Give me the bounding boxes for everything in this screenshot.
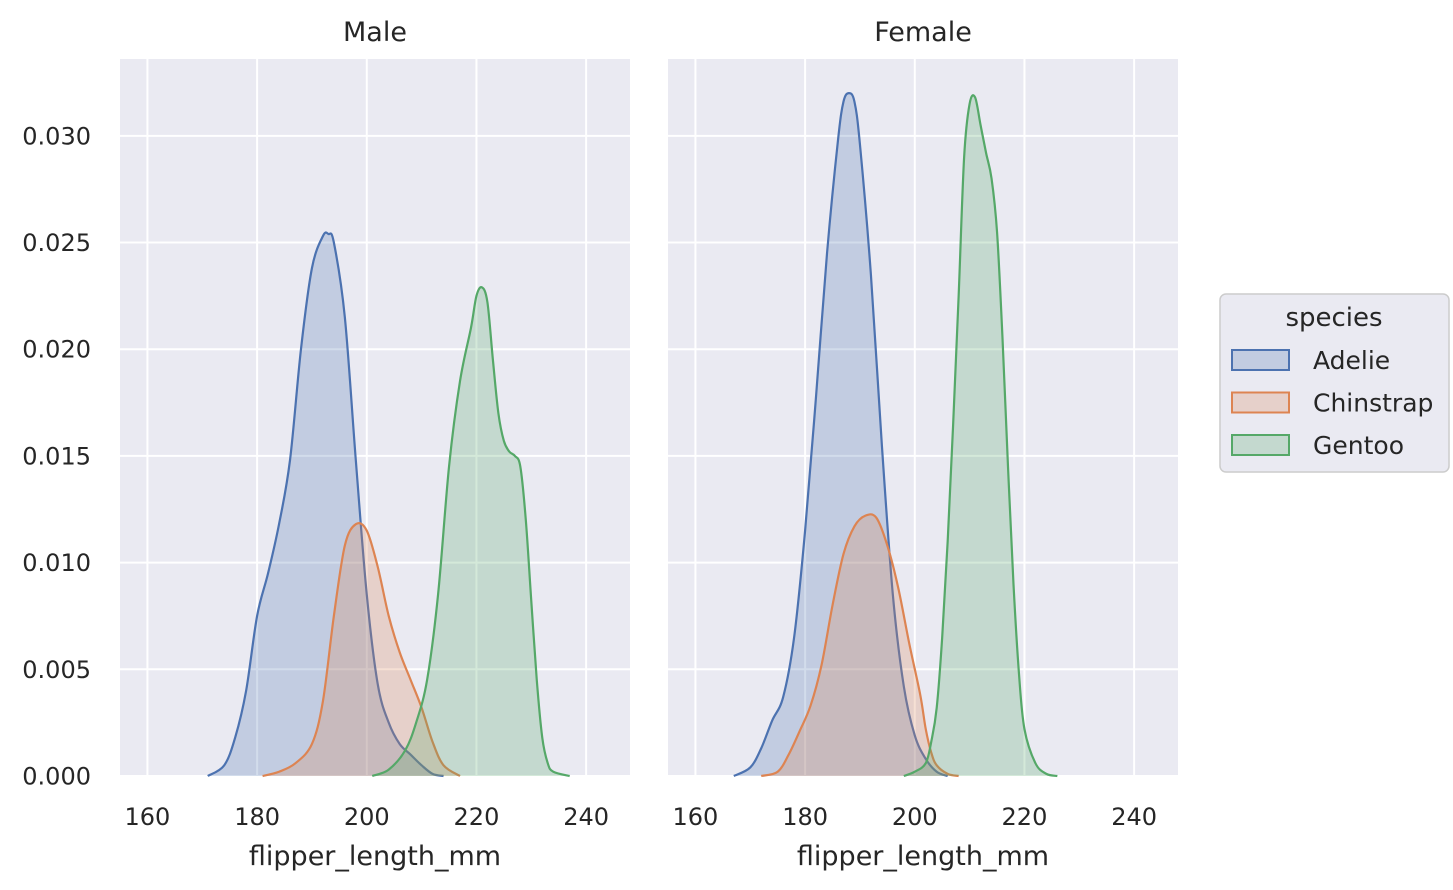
x-tick-label: 200: [892, 803, 938, 831]
x-tick-label: 160: [673, 803, 719, 831]
y-tick-label: 0.030: [22, 122, 91, 150]
x-tick-label: 220: [1002, 803, 1048, 831]
density-area-male-adelie: [207, 232, 444, 776]
panel-male: 160 180 200 220 240 0.000 0.005 0.010 0.015 0.020…: [22, 17, 630, 872]
legend-label: Chinstrap: [1313, 389, 1433, 418]
facet-panels: 160 180 200 220 240 0.000 0.005 0.010 0.015 0.020…: [22, 17, 1178, 872]
x-tick-label: 180: [234, 803, 280, 831]
legend-label: Adelie: [1313, 346, 1390, 375]
plot-area-male: [120, 59, 630, 776]
legend-swatch: [1231, 391, 1290, 414]
legend-swatch: [1231, 434, 1290, 456]
x-tick-label: 220: [454, 803, 500, 831]
y-tick-label: 0.010: [22, 549, 91, 577]
panel-title-male: Male: [343, 17, 407, 48]
legend-swatch: [1231, 349, 1290, 371]
density-line-female-adelie: [733, 92, 949, 778]
x-tick-label: 160: [125, 803, 171, 831]
y-tick-label: 0.000: [22, 763, 91, 791]
y-tick-label: 0.020: [22, 336, 91, 364]
plot-area-female: [668, 59, 1178, 776]
y-tick-label: 0.015: [22, 442, 91, 470]
x-tick-label: 240: [563, 803, 609, 831]
x-tick-label: 240: [1111, 803, 1157, 831]
density-area-female-adelie: [733, 93, 948, 776]
legend-entry-gentoo: Gentoo: [1231, 431, 1404, 460]
density-line-female-gentoo: [903, 94, 1058, 778]
density-line-male-chinstrap: [262, 522, 461, 778]
density-line-male-adelie: [207, 231, 444, 778]
x-tick-label: 200: [344, 803, 390, 831]
legend-entry-chinstrap: Chinstrap: [1231, 389, 1433, 418]
legend-frame: [1219, 293, 1450, 473]
y-tick-label: 0.005: [22, 656, 91, 684]
legend-entry-adelie: Adelie: [1231, 346, 1390, 375]
legend-label: Gentoo: [1313, 431, 1404, 460]
density-area-male-gentoo: [372, 287, 570, 776]
density-area-male-chinstrap: [262, 523, 460, 776]
density-line-female-chinstrap: [760, 513, 959, 778]
legend-entries: Adelie Chinstrap Gentoo: [1231, 346, 1433, 460]
x-axis-title: flipper_length_mm: [249, 841, 501, 872]
density-area-female-gentoo: [903, 95, 1058, 776]
density-line-male-gentoo: [371, 286, 570, 778]
density-area-female-chinstrap: [761, 514, 959, 776]
panel-title-female: Female: [874, 17, 972, 48]
x-tick-label: 180: [782, 803, 828, 831]
x-axis-title: flipper_length_mm: [797, 841, 1049, 872]
panel-female: 160 180 200 220 240 flipper_length_mm Female: [668, 17, 1178, 872]
legend-title: species: [1285, 303, 1382, 333]
y-tick-label: 0.025: [22, 229, 91, 257]
legend: species Adelie Chinstrap Gentoo: [1219, 293, 1450, 473]
